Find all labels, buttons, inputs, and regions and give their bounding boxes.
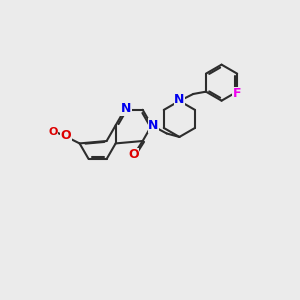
Text: N: N [174,93,184,106]
Text: O: O [60,129,71,142]
Text: F: F [233,88,242,100]
Text: O: O [48,127,58,137]
Text: N: N [148,119,159,132]
Text: N: N [121,102,131,115]
Text: O: O [128,148,139,161]
